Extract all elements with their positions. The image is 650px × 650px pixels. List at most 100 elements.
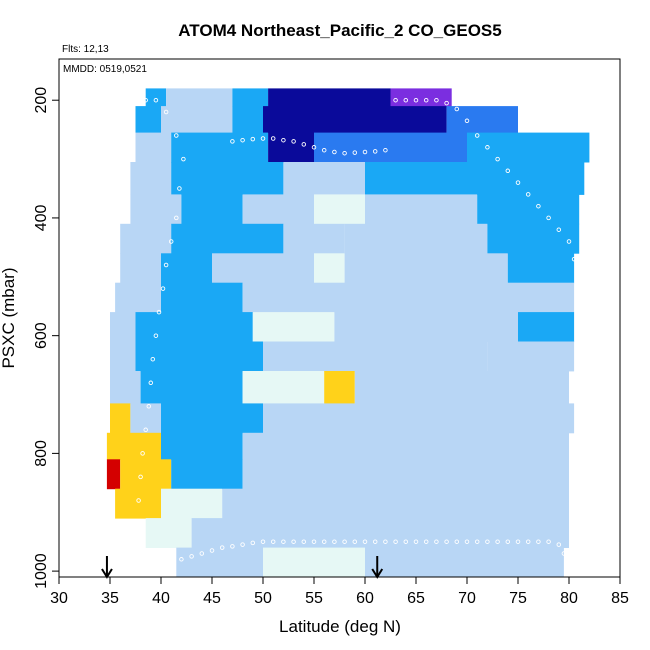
track-point [270,136,276,141]
y-axis: 200 400 600 800 1000 [33,87,60,589]
track-point [505,168,511,174]
y-tick-label: 1000 [33,553,50,589]
track-point [230,544,235,549]
x-tick-label: 75 [509,590,527,607]
heatmap-cell [135,312,253,342]
heatmap-cell [487,223,580,254]
track-point [485,145,490,150]
x-tick-label: 80 [560,590,578,607]
track-point [291,539,296,544]
heatmap-cell [365,547,564,578]
track-point [546,215,551,221]
track-point [150,356,156,362]
heatmap-cell [268,132,314,163]
heatmap-cell [365,162,585,195]
heatmap-cell [487,341,575,372]
heatmap-cell [242,432,569,460]
track-point [556,227,562,232]
track-point [413,97,419,103]
x-tick-label: 40 [152,590,170,607]
heatmap-layer [106,88,590,578]
heatmap-cell [166,88,233,107]
heatmap-cell [268,88,391,107]
heatmap-cell [171,223,284,254]
x-axis: 30 35 40 45 50 55 60 65 70 75 80 85 [50,576,629,607]
heatmap-cell [324,371,355,404]
heatmap-cell [115,282,161,313]
heatmap-cell [242,459,569,490]
track-point [444,100,449,106]
heatmap-cell [314,194,365,225]
heatmap-cell [232,88,269,107]
y-tick-label: 400 [33,204,50,231]
heatmap-cell [161,488,223,519]
track-point [260,539,266,544]
track-point [536,203,541,209]
x-tick-label: 85 [611,590,629,607]
arrow-markers [101,556,384,579]
track-point [163,262,169,268]
heatmap-cell [446,106,518,134]
x-tick-label: 35 [101,590,119,607]
y-tick-label: 800 [33,440,50,467]
track-point [372,539,378,544]
heatmap-cell [263,106,447,134]
x-tick-label: 70 [458,590,476,607]
track-point [281,539,286,544]
track-point [240,542,245,547]
heatmap-cell [145,88,167,107]
y-tick-label: 600 [33,322,50,349]
track-point [163,109,169,115]
heatmap-cell [507,253,575,284]
heatmap-cell [344,253,508,284]
heatmap-cell [110,371,141,404]
track-point [189,554,194,559]
x-tick-label: 65 [407,590,425,607]
heatmap-cell [106,432,161,460]
track-point [413,539,419,544]
track-point [434,539,439,544]
track-point [311,539,317,544]
heatmap-cell [135,106,161,134]
heatmap-cell [344,223,488,254]
heatmap-cell [222,488,569,519]
x-axis-label: Latitude (deg N) [279,617,401,636]
heatmap-cell [181,194,243,225]
heatmap-cell [171,459,243,490]
track-point [219,545,225,550]
heatmap-cell [135,132,172,163]
heatmap-cell [106,459,121,490]
track-point [321,539,327,544]
track-point [281,137,286,143]
track-point [332,539,337,544]
track-point [464,539,470,544]
track-point [199,551,205,556]
chart-title: ATOM4 Northeast_Pacific_2 CO_GEOS5 [178,21,501,40]
track-point [495,539,500,544]
heatmap-cell [263,547,365,578]
track-point [240,137,245,143]
track-point [515,539,521,544]
track-point [143,427,148,433]
track-point [133,521,138,527]
heatmap-cell [283,223,345,254]
track-point [138,474,143,480]
track-point [174,215,179,221]
track-point [362,539,368,544]
track-point [444,539,449,544]
heatmap-cell [120,223,172,254]
y-tick-label: 200 [33,87,50,114]
heatmap-cell [161,106,233,134]
heatmap-cell [110,312,136,342]
track-point [250,136,256,142]
heatmap-cell [390,88,452,107]
arrow-head [371,568,384,579]
track-point [362,149,368,155]
track-point [168,239,174,244]
flights-annotation: Flts: 12,13 [62,44,109,55]
heatmap-cell [242,282,365,313]
heatmap-cell [161,253,212,284]
track-point [342,150,347,156]
track-point [464,118,470,124]
